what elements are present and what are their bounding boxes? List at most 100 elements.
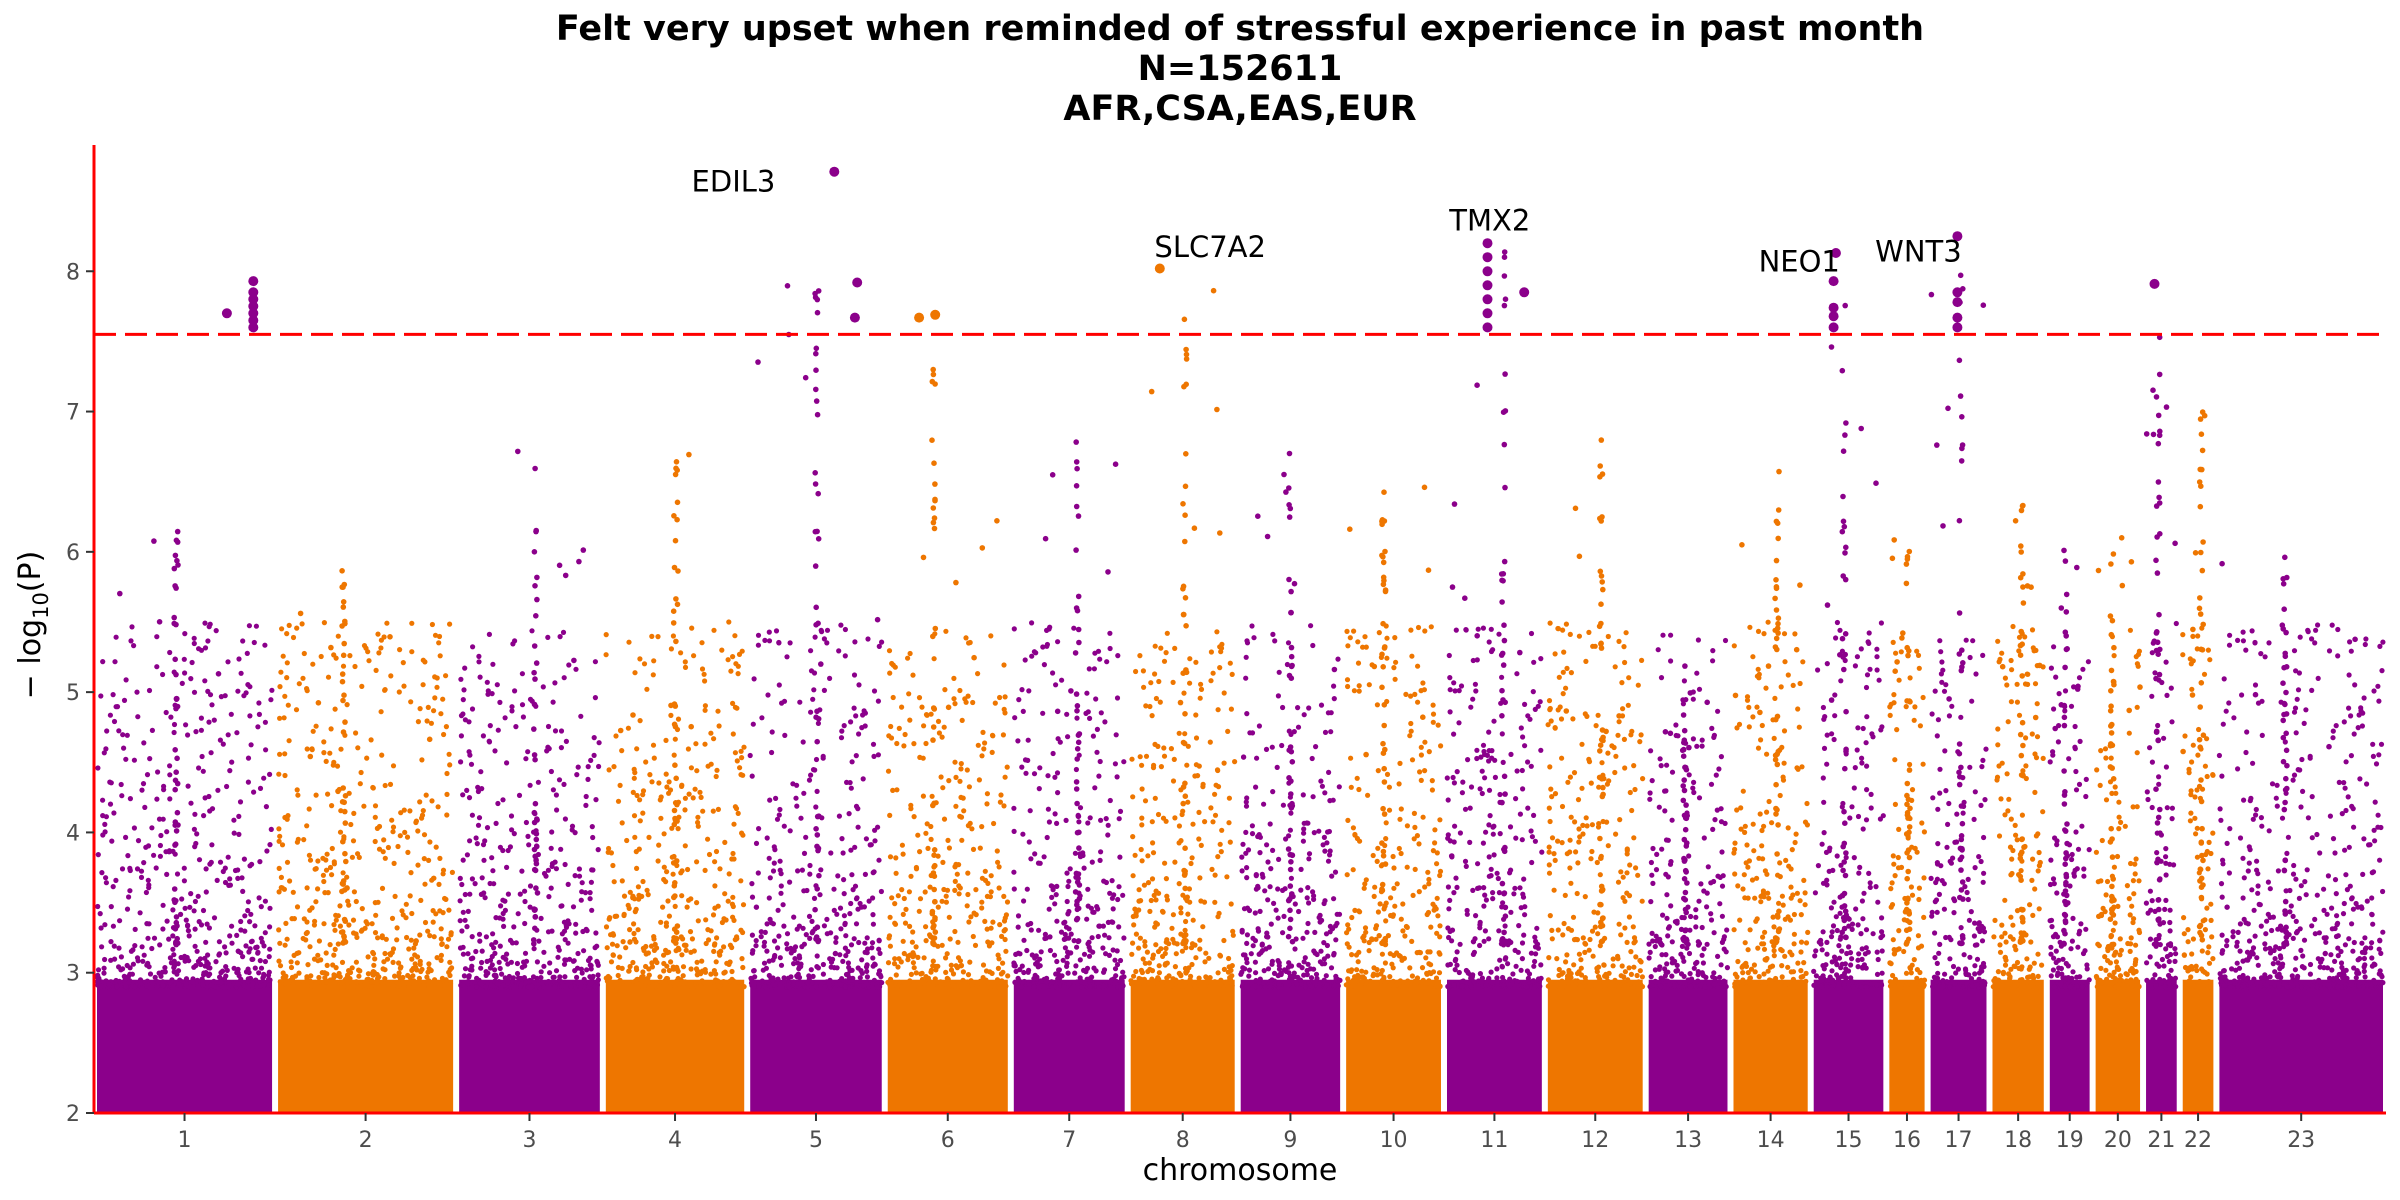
- data-point: [1063, 817, 1069, 824]
- data-point: [562, 861, 568, 868]
- data-point: [323, 857, 329, 863]
- data-point: [831, 886, 837, 892]
- data-point: [224, 967, 230, 974]
- data-point: [1013, 968, 1019, 975]
- data-point: [1161, 753, 1168, 759]
- data-point: [1086, 666, 1092, 672]
- data-point: [1061, 936, 1067, 943]
- data-point: [202, 620, 208, 626]
- data-point: [1332, 869, 1339, 875]
- data-point: [1393, 659, 1399, 665]
- data-point: [732, 633, 738, 639]
- data-point: [379, 885, 386, 892]
- data-point: [333, 917, 339, 923]
- data-point: [325, 674, 332, 680]
- data-point: [1047, 947, 1053, 954]
- data-point: [343, 858, 349, 865]
- data-point: [578, 966, 585, 972]
- data-point: [1241, 754, 1247, 760]
- data-point: [1152, 643, 1158, 649]
- data-point: [694, 768, 700, 774]
- data-point: [219, 984, 225, 990]
- data-point: [1502, 923, 1508, 929]
- data-point: [1197, 981, 1203, 988]
- data-point: [958, 761, 964, 767]
- data-point: [900, 938, 906, 944]
- data-point: [820, 755, 826, 761]
- data-point: [1243, 829, 1249, 836]
- data-point: [438, 711, 444, 717]
- data-point: [1243, 983, 1249, 990]
- data-point: [571, 657, 577, 664]
- data-point: [172, 822, 178, 828]
- data-point: [1420, 680, 1426, 686]
- data-point: [1143, 753, 1150, 759]
- data-point: [717, 866, 723, 872]
- data-point: [780, 902, 786, 908]
- data-point: [935, 904, 941, 910]
- data-point: [1070, 984, 1076, 990]
- data-point: [915, 981, 921, 988]
- data-point: [800, 925, 806, 931]
- data-point: [434, 955, 440, 961]
- data-point: [1244, 865, 1250, 871]
- data-point: [1301, 712, 1307, 718]
- data-point: [1501, 890, 1507, 897]
- data-point: [203, 889, 209, 895]
- data-point: [1129, 756, 1135, 762]
- data-point: [901, 895, 907, 902]
- data-point: [565, 881, 571, 888]
- data-point: [391, 860, 397, 867]
- data-point: [739, 755, 745, 761]
- data-point: [654, 959, 660, 966]
- data-point: [127, 865, 133, 872]
- data-point: [554, 807, 560, 813]
- data-point: [569, 827, 575, 833]
- data-point: [983, 977, 989, 983]
- data-point: [919, 976, 926, 983]
- data-point: [905, 655, 911, 661]
- data-point: [1182, 483, 1189, 490]
- data-point: [197, 956, 203, 962]
- data-point: [470, 955, 476, 961]
- data-point: [313, 899, 319, 905]
- data-point: [499, 971, 505, 977]
- data-point: [634, 746, 640, 752]
- data-point: [324, 971, 330, 977]
- data-point: [803, 834, 809, 840]
- data-point: [355, 851, 361, 857]
- data-point: [1130, 873, 1136, 879]
- data-point: [534, 890, 541, 896]
- data-point: [1202, 959, 1208, 965]
- data-point: [341, 692, 347, 698]
- data-point: [1469, 974, 1475, 980]
- data-point: [1412, 824, 1418, 831]
- data-point: [1065, 883, 1071, 890]
- data-point: [1314, 951, 1320, 958]
- data-point: [1428, 624, 1434, 630]
- data-point: [911, 741, 917, 747]
- data-point: [179, 680, 185, 687]
- data-point: [1351, 688, 1357, 694]
- data-point: [1105, 569, 1111, 575]
- data-point: [812, 563, 819, 569]
- data-point: [637, 718, 643, 724]
- data-point: [375, 899, 381, 905]
- data-point: [929, 437, 935, 444]
- data-point: [390, 829, 396, 835]
- data-point: [194, 831, 200, 837]
- data-point: [1275, 886, 1281, 892]
- data-point: [250, 980, 256, 986]
- data-point: [1193, 735, 1200, 741]
- data-point: [1059, 973, 1065, 979]
- data-point: [336, 970, 342, 977]
- data-point: [1207, 975, 1213, 981]
- data-point: [304, 746, 310, 752]
- data-point: [916, 908, 922, 914]
- data-point: [770, 977, 776, 983]
- data-point: [814, 886, 820, 892]
- data-point: [770, 921, 777, 927]
- data-point: [657, 974, 663, 980]
- data-point: [436, 980, 442, 986]
- data-point: [224, 984, 230, 990]
